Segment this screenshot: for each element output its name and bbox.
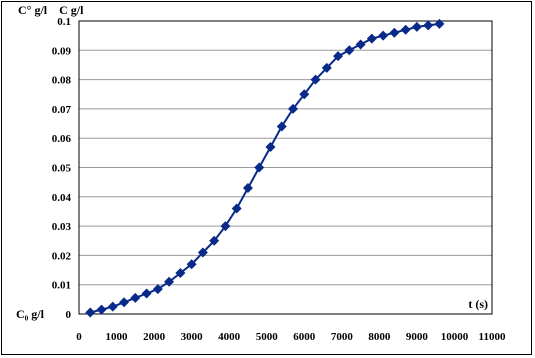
x-tick-label: 6000 [293, 331, 316, 343]
data-point [242, 183, 253, 194]
data-point [220, 221, 231, 232]
data-point [85, 307, 96, 318]
top-left-annotation: C° g/l C g/l [18, 3, 84, 17]
data-point [186, 259, 197, 270]
data-point [197, 247, 208, 258]
x-tick-label: 10000 [441, 331, 469, 343]
data-point [288, 103, 299, 114]
x-tick-label: 4000 [218, 331, 241, 343]
data-point [152, 284, 163, 295]
y-tick-label: 0.02 [52, 250, 72, 262]
y-tick-label: 0.06 [52, 133, 72, 145]
data-point [434, 18, 445, 29]
data-point [344, 45, 355, 56]
data-point [333, 51, 344, 62]
y-tick-label: 0.1 [57, 16, 71, 28]
data-point [400, 24, 411, 35]
data-point [411, 21, 422, 32]
x-tick-label: 8000 [368, 331, 391, 343]
series-line [90, 22, 440, 314]
data-point [175, 267, 186, 278]
x-tick-label: 3000 [181, 331, 204, 343]
data-point [164, 276, 175, 287]
data-point [310, 74, 321, 85]
y-tick-label: 0.07 [52, 104, 72, 116]
x-tick-label: 9000 [406, 331, 429, 343]
gridlines [79, 20, 492, 286]
x-tick-label: 11000 [479, 331, 506, 343]
x-tick-label: 7000 [331, 331, 354, 343]
data-point [355, 39, 366, 50]
y-tick-label: 0.03 [52, 221, 72, 233]
data-point [389, 27, 400, 38]
plot-area [78, 20, 493, 315]
x-tick-label: 0 [76, 331, 82, 343]
data-point [254, 162, 265, 173]
bottom-left-annotation: C₀ g/l [16, 307, 45, 321]
data-point [299, 89, 310, 100]
x-axis-ticks: 0 1000 2000 3000 4000 5000 6000 7000 8000 9000 100… [76, 331, 506, 343]
data-point [366, 33, 377, 44]
y-tick-label: 0.09 [52, 45, 72, 57]
data-point [265, 141, 276, 152]
y-tick-label: 0.04 [52, 192, 72, 204]
y-tick-label: 0.01 [52, 280, 71, 292]
data-point [107, 301, 118, 312]
y-tick-label: 0.05 [52, 163, 72, 175]
x-tick-label: 2000 [143, 331, 166, 343]
y-axis-ticks: 0 0.01 0.02 0.03 0.04 0.05 0.06 0.07 0.08 0.09 0.1 [52, 16, 72, 321]
y-tick-label: 0.08 [52, 75, 72, 87]
x-tick-label: 5000 [256, 331, 279, 343]
data-point [231, 203, 242, 214]
data-point [96, 304, 107, 315]
data-point [378, 30, 389, 41]
x-tick-label: 1000 [106, 331, 129, 343]
data-point [130, 292, 141, 303]
y-tick-label: 0 [66, 309, 72, 321]
data-point [276, 121, 287, 132]
data-point [119, 297, 130, 308]
x-axis-label: t (s) [468, 297, 488, 311]
series-markers [85, 18, 445, 318]
data-point [141, 288, 152, 299]
data-point [423, 20, 434, 31]
data-point [209, 235, 220, 246]
